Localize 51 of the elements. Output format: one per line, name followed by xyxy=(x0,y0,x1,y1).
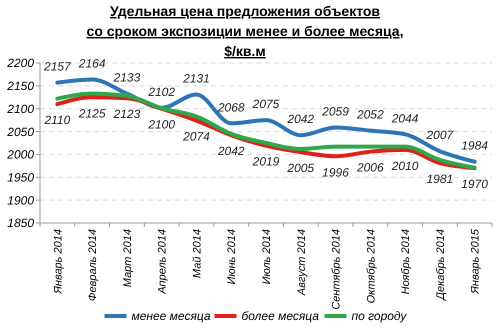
chart-title: Удельная цена предложения объектов со сроком экспозиции менее и более месяца, $/кв.м xyxy=(86,3,404,59)
data-label: 2006 xyxy=(356,160,384,175)
x-tick-label: Июль 2014 xyxy=(261,229,273,284)
data-label: 2059 xyxy=(321,104,350,118)
y-tick-label: 1900 xyxy=(7,193,34,208)
data-label: 2068 xyxy=(216,100,245,114)
data-label: 1981 xyxy=(426,172,454,186)
x-tick-label: Март 2014 xyxy=(122,229,134,288)
data-label: 2123 xyxy=(112,107,141,122)
legend-label: по городу xyxy=(352,309,408,324)
data-label: 2042 xyxy=(216,144,245,158)
x-tick-label: Январь 2015 xyxy=(470,228,482,295)
y-tick-label: 1950 xyxy=(7,170,34,184)
data-label: 2131 xyxy=(182,72,210,86)
data-label: 2075 xyxy=(252,97,280,112)
data-label: 2019 xyxy=(252,154,280,169)
x-tick-label: Ноябрь 2014 xyxy=(400,229,412,294)
x-tick-label: Апрель 2014 xyxy=(156,229,169,295)
data-label: 2005 xyxy=(286,161,314,176)
data-label: 2044 xyxy=(390,111,419,126)
data-label: 2157 xyxy=(43,60,72,74)
legend-label: менее месяца xyxy=(132,309,211,324)
data-label: 2110 xyxy=(43,113,71,128)
data-label: 2133 xyxy=(112,70,141,85)
x-tick-label: Сентябрь 2014 xyxy=(330,229,343,310)
data-label: 2074 xyxy=(182,130,210,144)
y-tick-label: 2100 xyxy=(6,102,34,116)
data-label: 2100 xyxy=(147,118,176,132)
y-tick-label: 2200 xyxy=(6,56,34,70)
x-tick-label: Июнь 2014 xyxy=(226,229,238,285)
y-tick-label: 1850 xyxy=(7,216,34,230)
data-label: 2125 xyxy=(78,106,106,120)
data-label: 2010 xyxy=(390,158,419,173)
data-label: 2102 xyxy=(147,84,176,99)
legend-label: более месяца xyxy=(242,309,320,324)
x-tick-label: Май 2014 xyxy=(191,229,204,278)
data-label: 2164 xyxy=(78,56,106,70)
y-tick-label: 2000 xyxy=(6,148,34,162)
x-tick-label: Январь 2014 xyxy=(52,229,64,295)
x-tick-label: Август 2014 xyxy=(296,229,308,296)
y-tick-label: 2050 xyxy=(6,124,34,139)
data-label: 2007 xyxy=(425,128,455,142)
x-tick-label: Декабрь 2014 xyxy=(434,229,447,302)
x-tick-label: Февраль 2014 xyxy=(87,229,100,302)
data-label: 2052 xyxy=(356,108,384,122)
data-label: 1970 xyxy=(461,177,488,192)
data-label: 1984 xyxy=(461,138,488,153)
data-label: 2042 xyxy=(286,112,314,126)
x-tick-label: Октябрь 2014 xyxy=(365,229,378,304)
data-label: 1996 xyxy=(322,165,350,180)
y-tick-label: 2150 xyxy=(6,79,34,94)
